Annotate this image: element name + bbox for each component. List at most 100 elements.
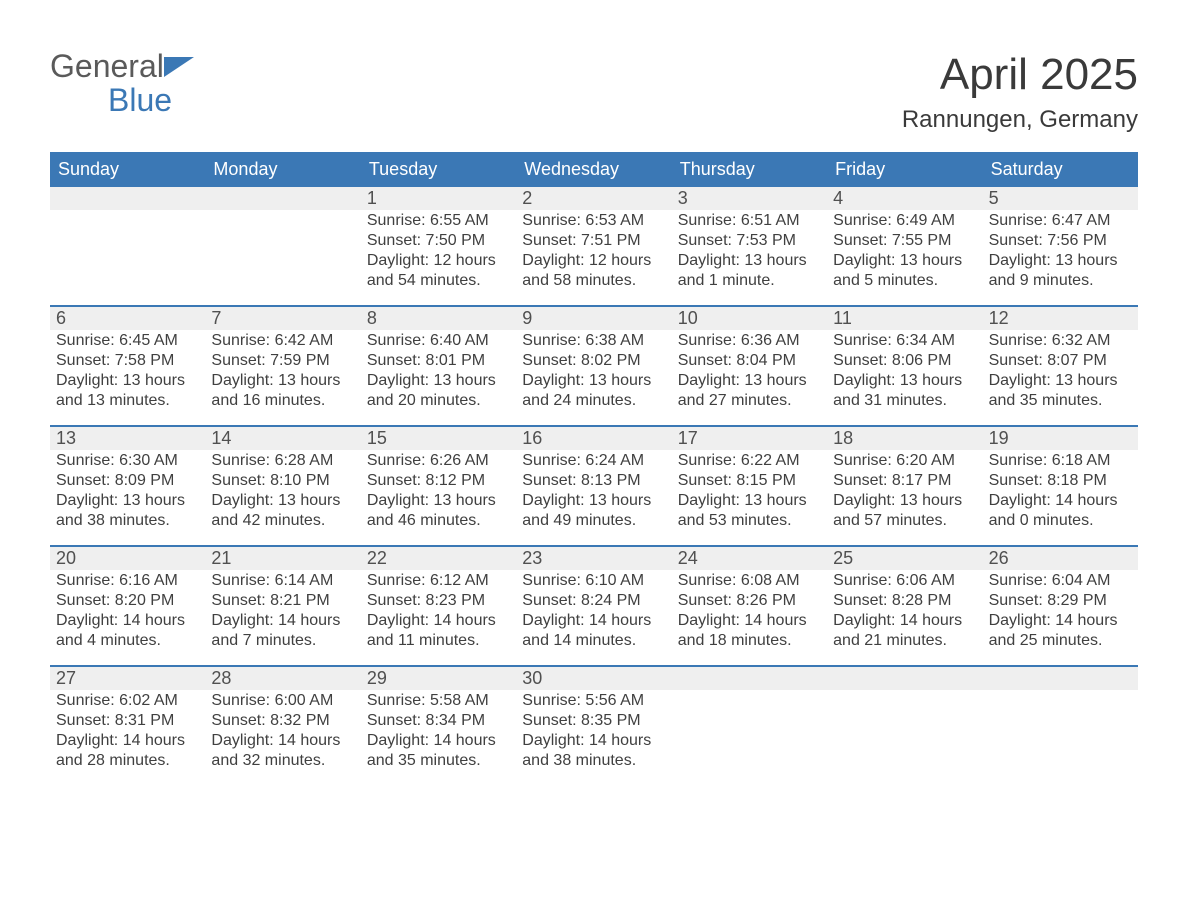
day-number: 25 (827, 547, 982, 570)
day-cell: Sunrise: 6:04 AMSunset: 8:29 PMDaylight:… (983, 570, 1138, 665)
day-cell: Sunrise: 6:42 AMSunset: 7:59 PMDaylight:… (205, 330, 360, 425)
day-number: 15 (361, 427, 516, 450)
brand-logo: General Blue (50, 50, 194, 117)
day-cell: Sunrise: 6:08 AMSunset: 8:26 PMDaylight:… (672, 570, 827, 665)
day-cell: Sunrise: 6:10 AMSunset: 8:24 PMDaylight:… (516, 570, 671, 665)
content-row: Sunrise: 6:30 AMSunset: 8:09 PMDaylight:… (50, 450, 1138, 545)
day-cell: Sunrise: 6:18 AMSunset: 8:18 PMDaylight:… (983, 450, 1138, 545)
day-cell: Sunrise: 6:40 AMSunset: 8:01 PMDaylight:… (361, 330, 516, 425)
brand-text: General Blue (50, 50, 194, 117)
day-cell: Sunrise: 6:20 AMSunset: 8:17 PMDaylight:… (827, 450, 982, 545)
day-number: 2 (516, 187, 671, 210)
location-label: Rannungen, Germany (902, 106, 1138, 134)
week-1: 6789101112Sunrise: 6:45 AMSunset: 7:58 P… (50, 305, 1138, 425)
day-number: 27 (50, 667, 205, 690)
day-cell: Sunrise: 6:06 AMSunset: 8:28 PMDaylight:… (827, 570, 982, 665)
week-0: 12345Sunrise: 6:55 AMSunset: 7:50 PMDayl… (50, 187, 1138, 305)
day-cell: Sunrise: 6:16 AMSunset: 8:20 PMDaylight:… (50, 570, 205, 665)
day-cell: Sunrise: 6:34 AMSunset: 8:06 PMDaylight:… (827, 330, 982, 425)
day-cell: Sunrise: 6:02 AMSunset: 8:31 PMDaylight:… (50, 690, 205, 785)
day-number: 29 (361, 667, 516, 690)
day-number: 7 (205, 307, 360, 330)
day-number: 22 (361, 547, 516, 570)
page-title: April 2025 (902, 50, 1138, 100)
day-cell: Sunrise: 6:12 AMSunset: 8:23 PMDaylight:… (361, 570, 516, 665)
day-cell: Sunrise: 6:24 AMSunset: 8:13 PMDaylight:… (516, 450, 671, 545)
day-number: 4 (827, 187, 982, 210)
day-cell: Sunrise: 6:47 AMSunset: 7:56 PMDaylight:… (983, 210, 1138, 305)
dow-wednesday: Wednesday (516, 152, 671, 187)
dow-tuesday: Tuesday (361, 152, 516, 187)
day-number: 20 (50, 547, 205, 570)
day-cell: Sunrise: 6:30 AMSunset: 8:09 PMDaylight:… (50, 450, 205, 545)
day-number: 10 (672, 307, 827, 330)
day-number: 6 (50, 307, 205, 330)
title-block: April 2025 Rannungen, Germany (902, 50, 1138, 134)
day-number: 19 (983, 427, 1138, 450)
calendar: SundayMondayTuesdayWednesdayThursdayFrid… (50, 152, 1138, 785)
day-number: 16 (516, 427, 671, 450)
day-number: 3 (672, 187, 827, 210)
day-cell-empty (672, 690, 827, 785)
day-number: 1 (361, 187, 516, 210)
daynum-row: 13141516171819 (50, 425, 1138, 450)
flag-icon (164, 50, 194, 84)
day-cell: Sunrise: 6:45 AMSunset: 7:58 PMDaylight:… (50, 330, 205, 425)
day-cell: Sunrise: 6:32 AMSunset: 8:07 PMDaylight:… (983, 330, 1138, 425)
content-row: Sunrise: 6:02 AMSunset: 8:31 PMDaylight:… (50, 690, 1138, 785)
day-cell: Sunrise: 6:26 AMSunset: 8:12 PMDaylight:… (361, 450, 516, 545)
day-number: 28 (205, 667, 360, 690)
day-number (205, 187, 360, 210)
dow-friday: Friday (827, 152, 982, 187)
day-cell: Sunrise: 6:51 AMSunset: 7:53 PMDaylight:… (672, 210, 827, 305)
week-4: 27282930Sunrise: 6:02 AMSunset: 8:31 PMD… (50, 665, 1138, 785)
content-row: Sunrise: 6:55 AMSunset: 7:50 PMDaylight:… (50, 210, 1138, 305)
daynum-row: 27282930 (50, 665, 1138, 690)
daynum-row: 20212223242526 (50, 545, 1138, 570)
day-cell-empty (827, 690, 982, 785)
day-of-week-header: SundayMondayTuesdayWednesdayThursdayFrid… (50, 152, 1138, 187)
day-number: 11 (827, 307, 982, 330)
day-cell: Sunrise: 6:53 AMSunset: 7:51 PMDaylight:… (516, 210, 671, 305)
day-cell-empty (983, 690, 1138, 785)
dow-monday: Monday (205, 152, 360, 187)
day-cell: Sunrise: 6:22 AMSunset: 8:15 PMDaylight:… (672, 450, 827, 545)
day-cell: Sunrise: 6:55 AMSunset: 7:50 PMDaylight:… (361, 210, 516, 305)
dow-saturday: Saturday (983, 152, 1138, 187)
daynum-row: 12345 (50, 187, 1138, 210)
day-cell: Sunrise: 6:49 AMSunset: 7:55 PMDaylight:… (827, 210, 982, 305)
day-cell: Sunrise: 6:28 AMSunset: 8:10 PMDaylight:… (205, 450, 360, 545)
day-number: 9 (516, 307, 671, 330)
brand-word-blue: Blue (50, 82, 172, 118)
day-cell: Sunrise: 6:00 AMSunset: 8:32 PMDaylight:… (205, 690, 360, 785)
day-number: 14 (205, 427, 360, 450)
dow-thursday: Thursday (672, 152, 827, 187)
weeks-container: 12345Sunrise: 6:55 AMSunset: 7:50 PMDayl… (50, 187, 1138, 785)
day-cell-empty (50, 210, 205, 305)
week-3: 20212223242526Sunrise: 6:16 AMSunset: 8:… (50, 545, 1138, 665)
day-number: 18 (827, 427, 982, 450)
dow-sunday: Sunday (50, 152, 205, 187)
content-row: Sunrise: 6:16 AMSunset: 8:20 PMDaylight:… (50, 570, 1138, 665)
day-number: 21 (205, 547, 360, 570)
week-2: 13141516171819Sunrise: 6:30 AMSunset: 8:… (50, 425, 1138, 545)
day-cell: Sunrise: 6:14 AMSunset: 8:21 PMDaylight:… (205, 570, 360, 665)
day-number: 26 (983, 547, 1138, 570)
day-cell-empty (205, 210, 360, 305)
day-number: 5 (983, 187, 1138, 210)
day-number (672, 667, 827, 690)
day-number: 12 (983, 307, 1138, 330)
day-number: 17 (672, 427, 827, 450)
day-number: 30 (516, 667, 671, 690)
day-number: 13 (50, 427, 205, 450)
day-cell: Sunrise: 6:36 AMSunset: 8:04 PMDaylight:… (672, 330, 827, 425)
day-number: 23 (516, 547, 671, 570)
day-cell: Sunrise: 5:58 AMSunset: 8:34 PMDaylight:… (361, 690, 516, 785)
day-number (50, 187, 205, 210)
day-cell: Sunrise: 5:56 AMSunset: 8:35 PMDaylight:… (516, 690, 671, 785)
content-row: Sunrise: 6:45 AMSunset: 7:58 PMDaylight:… (50, 330, 1138, 425)
day-number: 24 (672, 547, 827, 570)
day-cell: Sunrise: 6:38 AMSunset: 8:02 PMDaylight:… (516, 330, 671, 425)
day-number (827, 667, 982, 690)
daynum-row: 6789101112 (50, 305, 1138, 330)
